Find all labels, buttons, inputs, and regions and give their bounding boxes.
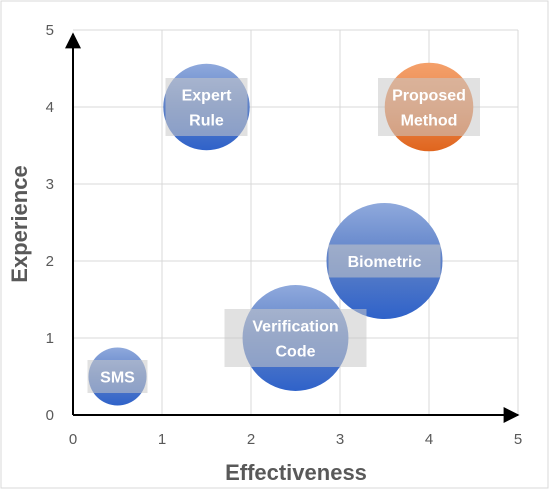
bubble-label-line: SMS [100,370,135,387]
x-tick-label: 1 [158,431,166,448]
x-tick-labels: 0 1 2 3 4 5 [69,431,522,448]
bubble-label: Expert Rule [182,88,232,130]
y-tick-label: 1 [46,330,54,347]
bubble-label-background [165,78,248,136]
bubble-label: SMS [100,370,135,387]
y-tick-label: 5 [46,22,54,39]
bubble-label-background [224,309,367,367]
bubble-label-background [328,244,441,278]
y-tick-labels: 0 1 2 3 4 5 [46,22,54,424]
y-tick-label: 3 [46,176,54,193]
y-axis-title: Experience [7,165,32,282]
bubble-label-background [87,360,148,393]
x-tick-label: 5 [514,431,522,448]
bubble-label-line: Verification [252,319,338,336]
y-tick-label: 4 [46,99,54,116]
x-tick-label: 2 [247,431,255,448]
bubble-label-line: Method [401,113,458,130]
x-tick-label: 3 [336,431,344,448]
bubble-label-line: Proposed [392,88,466,105]
bubble-label-line: Biometric [348,254,422,271]
x-tick-label: 4 [425,431,433,448]
x-axis-title: Effectiveness [225,460,367,485]
bubble-label: Verification Code [252,319,338,361]
y-tick-label: 0 [46,407,54,424]
x-tick-label: 0 [69,431,77,448]
bubble-label-line: Rule [189,113,224,130]
y-tick-label: 2 [46,253,54,270]
bubble-labels-layer: SMS Verification Code Biometric Expert Rule Pr… [87,78,480,393]
bubble-label: Biometric [348,254,422,271]
bubble-label: Proposed Method [392,88,466,130]
bubble-label-line: Code [276,344,316,361]
bubble-label-background [378,78,480,136]
bubble-label-line: Expert [182,88,232,105]
